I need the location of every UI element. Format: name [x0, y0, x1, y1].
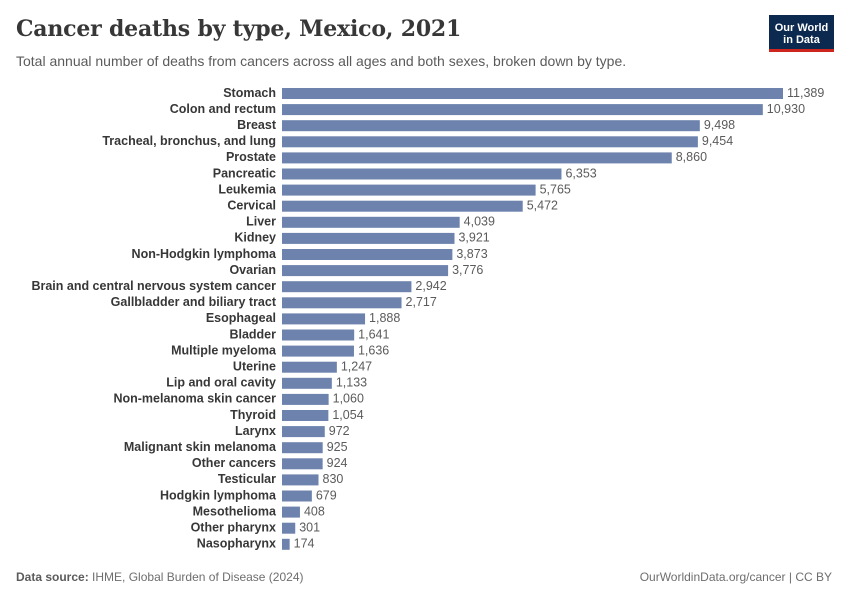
- category-label: Breast: [237, 118, 277, 132]
- bar[interactable]: [282, 506, 300, 518]
- bar[interactable]: [282, 88, 783, 99]
- value-label: 6,353: [565, 166, 596, 180]
- value-label: 174: [294, 537, 315, 551]
- category-label: Non-Hodgkin lymphoma: [132, 247, 277, 261]
- category-label: Lip and oral cavity: [166, 376, 276, 390]
- bar[interactable]: [282, 104, 763, 116]
- value-label: 2,717: [406, 295, 437, 309]
- category-label: Uterine: [233, 359, 276, 373]
- value-label: 10,930: [767, 102, 805, 116]
- bar[interactable]: [282, 458, 323, 470]
- category-label: Leukemia: [218, 182, 277, 196]
- category-label: Stomach: [223, 86, 276, 100]
- bar[interactable]: [282, 168, 562, 180]
- category-label: Pancreatic: [213, 166, 276, 180]
- license-text: | CC BY: [788, 570, 832, 584]
- category-label: Tracheal, bronchus, and lung: [102, 134, 276, 148]
- category-label: Cervical: [227, 198, 276, 212]
- category-label: Kidney: [234, 231, 276, 245]
- bar[interactable]: [282, 313, 366, 325]
- bar[interactable]: [282, 265, 449, 277]
- value-label: 679: [316, 488, 337, 502]
- bar[interactable]: [282, 281, 412, 293]
- category-label: Liver: [246, 215, 276, 229]
- value-label: 3,921: [458, 231, 489, 245]
- value-label: 3,776: [452, 263, 483, 277]
- bar[interactable]: [282, 345, 354, 357]
- bar[interactable]: [282, 393, 329, 405]
- bar[interactable]: [282, 490, 312, 502]
- bar[interactable]: [282, 474, 319, 486]
- category-label: Ovarian: [229, 263, 276, 277]
- bar[interactable]: [282, 442, 323, 454]
- value-label: 1,888: [369, 311, 400, 325]
- value-label: 9,454: [702, 134, 733, 148]
- data-source-label: Data source:: [16, 570, 89, 584]
- value-label: 11,389: [787, 86, 824, 100]
- source-link[interactable]: OurWorldinData.org/cancer: [639, 570, 786, 584]
- value-label: 972: [329, 424, 350, 438]
- value-label: 1,636: [358, 343, 389, 357]
- value-label: 1,133: [336, 376, 367, 390]
- value-label: 924: [327, 456, 348, 470]
- bar[interactable]: [282, 377, 332, 389]
- bar[interactable]: [282, 297, 402, 309]
- bar[interactable]: [282, 249, 453, 260]
- category-label: Esophageal: [206, 311, 276, 325]
- bar[interactable]: [282, 120, 700, 132]
- bar[interactable]: [282, 522, 296, 534]
- category-label: Other cancers: [192, 456, 276, 470]
- category-label: Other pharynx: [191, 520, 276, 534]
- category-label: Nasopharynx: [197, 537, 276, 551]
- value-label: 830: [323, 472, 344, 486]
- value-label: 2,942: [415, 279, 446, 293]
- bar[interactable]: [282, 152, 672, 164]
- bar[interactable]: [282, 216, 460, 228]
- category-label: Mesothelioma: [193, 504, 277, 518]
- bar[interactable]: [282, 200, 523, 212]
- bar[interactable]: [282, 538, 290, 550]
- category-label: Malignant skin melanoma: [124, 440, 277, 454]
- bar[interactable]: [282, 426, 325, 438]
- category-label: Testicular: [218, 472, 276, 486]
- logo-line-2: in Data: [783, 33, 820, 46]
- value-label: 925: [327, 440, 348, 454]
- data-source-text: IHME, Global Burden of Disease (2024): [92, 570, 304, 584]
- bar[interactable]: [282, 329, 355, 341]
- category-label: Gallbladder and biliary tract: [111, 295, 277, 309]
- bar[interactable]: [282, 410, 329, 421]
- value-label: 4,039: [464, 215, 495, 229]
- value-label: 408: [304, 504, 325, 518]
- category-label: Hodgkin lymphoma: [160, 488, 277, 502]
- bar[interactable]: [282, 136, 698, 148]
- category-label: Multiple myeloma: [171, 343, 277, 357]
- chart-title: Cancer deaths by type, Mexico, 2021: [16, 16, 462, 42]
- logo-line-1: Our World: [774, 21, 829, 34]
- bar[interactable]: [282, 361, 337, 373]
- category-label: Larynx: [235, 424, 276, 438]
- category-label: Thyroid: [230, 408, 276, 422]
- footer-credits: OurWorldinData.org/cancer | CC BY: [640, 570, 832, 584]
- category-label: Non-melanoma skin cancer: [113, 392, 276, 406]
- value-label: 1,060: [333, 392, 364, 406]
- value-label: 301: [299, 520, 320, 534]
- value-label: 1,247: [341, 359, 372, 373]
- value-label: 5,472: [527, 198, 558, 212]
- value-label: 8,860: [676, 150, 707, 164]
- category-label: Colon and rectum: [170, 102, 276, 116]
- value-label: 1,054: [332, 408, 363, 422]
- category-label: Bladder: [229, 327, 276, 341]
- value-label: 1,641: [358, 327, 389, 341]
- value-label: 9,498: [704, 118, 735, 132]
- value-label: 5,765: [540, 182, 571, 196]
- owid-logo[interactable]: Our World in Data: [769, 15, 834, 52]
- chart-subtitle: Total annual number of deaths from cance…: [16, 53, 627, 69]
- data-source: Data source: IHME, Global Burden of Dise…: [16, 570, 303, 584]
- category-label: Prostate: [226, 150, 276, 164]
- value-label: 3,873: [456, 247, 487, 261]
- bar[interactable]: [282, 184, 536, 196]
- bar[interactable]: [282, 232, 455, 244]
- category-label: Brain and central nervous system cancer: [31, 279, 276, 293]
